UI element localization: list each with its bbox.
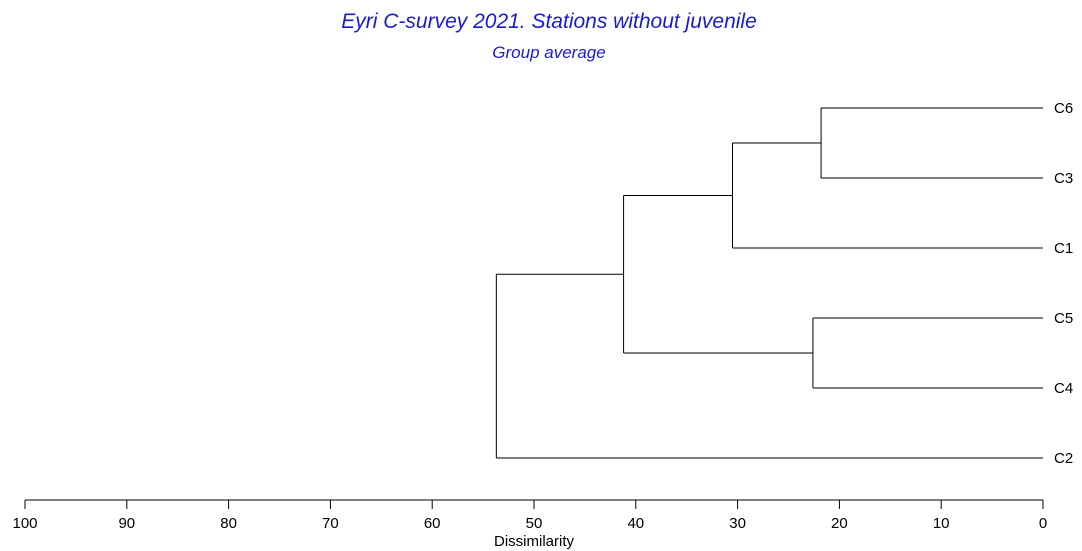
x-tick-label: 30 [729,515,746,532]
x-tick-label: 10 [933,515,950,532]
x-tick-label: 20 [831,515,848,532]
chart-subtitle: Group average [492,43,605,62]
leaf-labels: C6 C3 C1 C5 C4 C2 [1054,100,1073,467]
x-tick-label: 60 [424,515,441,532]
leaf-label-c3: C3 [1054,170,1073,187]
leaf-label-c5: C5 [1054,310,1073,327]
leaf-label-c6: C6 [1054,100,1073,117]
leaf-label-c1: C1 [1054,240,1073,257]
x-tick-label: 100 [12,515,37,532]
x-tick-label: 90 [118,515,135,532]
x-tick-label: 80 [220,515,237,532]
x-tick-label: 40 [627,515,644,532]
x-tick-label: 70 [322,515,339,532]
x-axis-label: Dissimilarity [494,533,574,550]
x-tick-label: 50 [526,515,543,532]
x-tick-label: 0 [1039,515,1047,532]
leaf-label-c2: C2 [1054,450,1073,467]
x-axis-ticks: 100 90 80 70 60 50 40 30 20 10 0 [12,500,1047,532]
leaf-label-c4: C4 [1054,380,1073,397]
chart-title: Eyri C-survey 2021. Stations without juv… [341,10,757,33]
dendrogram-links [495,107,1043,459]
